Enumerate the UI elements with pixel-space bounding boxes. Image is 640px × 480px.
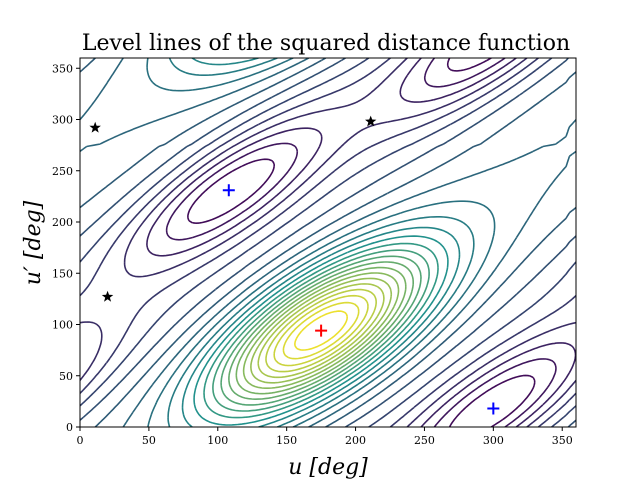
contour-level-8 [80,58,576,427]
x-tick-label: 50 [142,434,156,447]
contour-level-25 [294,310,348,351]
contour-level-3 [146,58,576,427]
x-tick-label: 0 [77,434,84,447]
y-tick-label: 350 [52,62,73,75]
contour-level-21 [257,283,385,379]
contour-level-10 [146,58,496,427]
contour-level-15 [212,249,430,412]
contour-level-7 [80,58,576,427]
contour-level-1 [187,58,536,427]
chart-title: Level lines of the squared distance func… [82,31,570,56]
contour-level-14 [203,242,439,419]
y-tick-label: 50 [59,370,73,383]
minimum-marker [487,402,500,415]
contour-level-12 [181,58,461,427]
saddle-marker [89,121,101,133]
x-axis-label: u [deg] [288,455,368,480]
y-tick-label: 250 [52,165,73,178]
contour-level-2 [165,58,557,427]
contour-level-17 [228,261,414,400]
contour-level-22 [265,288,377,373]
contour-level-23 [273,294,369,367]
y-tick-label: 150 [52,267,73,280]
contour-level-18 [235,266,407,395]
y-tick-label: 100 [52,319,73,332]
contour-level-13 [193,235,449,426]
x-tick-label: 250 [414,434,435,447]
minimum-marker [222,184,235,197]
y-tick-label: 200 [52,216,73,229]
contour-level-11 [167,58,475,427]
contour-level-20 [250,277,393,384]
x-tick-label: 350 [552,434,573,447]
maximum-marker [315,324,328,337]
contour-level-6 [80,58,576,427]
contour-level-24 [282,301,360,360]
y-tick-label: 0 [66,421,73,434]
plot-frame [79,57,577,428]
x-tick-label: 150 [276,434,297,447]
contour-level-9 [80,58,576,427]
saddle-marker [365,115,377,127]
critical-point-markers [89,115,500,415]
contour-lines [80,58,576,427]
saddle-marker [101,290,114,302]
x-tick-label: 300 [483,434,504,447]
contour-level-16 [220,255,422,406]
x-tick-label: 100 [207,434,228,447]
x-tick-label: 200 [345,434,366,447]
y-axis-ticks: 0 50 100 150 200 250 300 350 [52,62,80,434]
y-tick-label: 300 [52,114,73,127]
y-axis-label: u′ [deg] [21,200,46,285]
x-axis-ticks: 0 50 100 150 200 250 300 350 [77,427,573,447]
contour-level-19 [242,272,400,389]
